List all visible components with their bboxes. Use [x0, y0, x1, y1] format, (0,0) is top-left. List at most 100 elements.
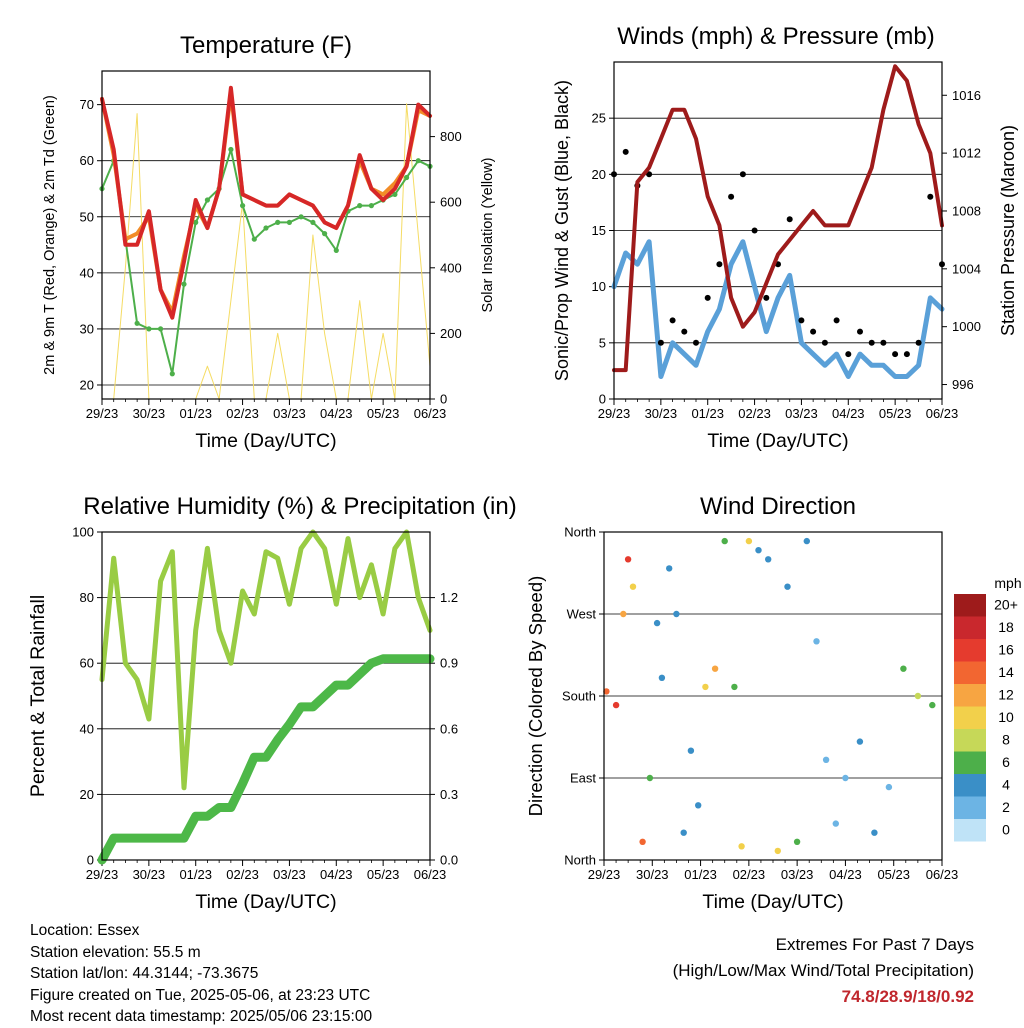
y-right-tick-label: 996 — [952, 377, 974, 392]
x-tick-label: 02/23 — [226, 406, 259, 421]
direction-point — [822, 756, 830, 763]
y-right-tick-label: 1000 — [952, 319, 981, 334]
y-right-tick-label: 200 — [440, 326, 462, 341]
direction-point — [620, 610, 627, 618]
x-tick-label: 29/23 — [86, 867, 119, 882]
gust-point — [810, 328, 817, 335]
y-right-tick-label: 1004 — [952, 261, 981, 276]
y-axis-label: Percent & Total Rainfall — [27, 595, 49, 797]
x-tick-label: 30/23 — [133, 867, 166, 882]
x-tick-label: 30/23 — [133, 406, 166, 421]
direction-point — [721, 537, 728, 545]
dewpoint-point — [146, 326, 152, 332]
x-tick-label: 04/23 — [832, 406, 865, 421]
x-tick-label: 01/23 — [179, 867, 212, 882]
station-info: Location: Essex Station elevation: 55.5 … — [30, 920, 372, 1028]
y-right-axis-label: Station Pressure (Maroon) — [998, 125, 1018, 336]
gust-point — [868, 339, 875, 346]
legend-swatch — [954, 819, 986, 842]
direction-point — [765, 556, 772, 563]
dewpoint-point — [158, 326, 164, 332]
gust-point — [915, 339, 922, 346]
legend-label: 16 — [998, 642, 1014, 658]
direction-point — [603, 688, 610, 695]
direction-point — [813, 638, 820, 645]
dewpoint-point — [415, 158, 421, 164]
y-tick-label: 20 — [80, 787, 94, 802]
gust-point — [622, 148, 629, 155]
gust-point — [903, 351, 910, 358]
direction-point — [755, 547, 762, 554]
direction-point — [658, 674, 666, 681]
direction-point — [653, 619, 661, 627]
direction-point — [629, 583, 637, 590]
direction-point — [695, 802, 702, 809]
dewpoint-point — [275, 219, 281, 225]
gust-point — [693, 339, 699, 346]
legend-label: 2 — [1002, 799, 1010, 815]
legend-swatch — [954, 594, 986, 617]
legend-label: 20+ — [994, 597, 1018, 613]
dewpoint-point — [368, 203, 374, 209]
y-right-tick-label: 1.2 — [440, 590, 458, 605]
x-tick-label: 03/23 — [273, 867, 306, 882]
gust-point — [880, 339, 887, 346]
direction-point — [774, 847, 781, 855]
legend-swatch — [954, 616, 986, 639]
x-tick-label: 05/23 — [877, 867, 910, 882]
x-tick-label: 05/23 — [879, 406, 912, 421]
direction-point — [639, 838, 646, 845]
x-tick-label: 06/23 — [414, 867, 447, 882]
dewpoint-point — [169, 371, 175, 377]
extremes-values: 74.8/28.9/18/0.92 — [841, 987, 974, 1006]
plot-border — [101, 70, 431, 400]
y-right-tick-label: 1012 — [952, 146, 981, 161]
direction-point — [680, 829, 687, 836]
y-right-axis-label: Solar Insolation (Yellow) — [480, 157, 496, 312]
dewpoint-point — [228, 146, 234, 153]
x-tick-label: 04/23 — [320, 867, 353, 882]
x-tick-label: 02/23 — [226, 867, 259, 882]
chart-title: Temperature (F) — [180, 32, 352, 59]
y-right-tick-label: 1016 — [952, 88, 981, 103]
gust-point — [845, 351, 852, 358]
y-axis-label: Direction (Colored By Speed) — [525, 576, 546, 817]
latlon-text: Station lat/lon: 44.3144; -73.3675 — [30, 965, 259, 982]
dewpoint-point — [392, 191, 398, 197]
x-tick-label: 01/23 — [684, 867, 717, 882]
y-tick-label: South — [562, 689, 596, 704]
x-tick-label: 30/23 — [645, 406, 678, 421]
temp-9m-line — [100, 91, 432, 315]
direction-point — [842, 774, 849, 782]
x-tick-label: 29/23 — [86, 406, 119, 421]
chart-title: Relative Humidity (%) & Precipitation (i… — [83, 493, 516, 520]
precip-line — [97, 654, 435, 865]
humidity-line — [99, 529, 433, 791]
created-text: Figure created on Tue, 2025-05-06, at 23… — [30, 986, 371, 1004]
x-tick-label: 03/23 — [781, 867, 814, 882]
x-axis-label: Time (Day/UTC) — [707, 430, 848, 452]
dewpoint-point — [298, 214, 304, 220]
dewpoint-point — [263, 225, 269, 231]
direction-point — [803, 537, 810, 545]
chart-title: Wind Direction — [700, 493, 856, 520]
direction-point — [731, 683, 738, 691]
x-tick-label: 05/23 — [367, 406, 400, 421]
direction-point — [711, 665, 719, 672]
x-tick-label: 04/23 — [829, 867, 862, 882]
legend-swatch — [954, 661, 986, 684]
gust-point — [763, 294, 770, 301]
x-axis-label: Time (Day/UTC) — [702, 891, 843, 913]
gust-point — [704, 294, 711, 301]
gust-point — [857, 328, 863, 335]
pressure-line — [612, 64, 944, 373]
gust-point — [751, 227, 758, 234]
dewpoint-point — [333, 247, 339, 253]
y-right-tick-label: 0.3 — [440, 787, 458, 802]
y-tick-label: 15 — [592, 223, 606, 238]
direction-point — [612, 701, 620, 709]
legend-swatch — [954, 684, 986, 707]
extremes-box: Extremes For Past 7 Days (High/Low/Max W… — [673, 932, 974, 1010]
dewpoint-point — [357, 203, 363, 209]
direction-point — [929, 701, 936, 709]
